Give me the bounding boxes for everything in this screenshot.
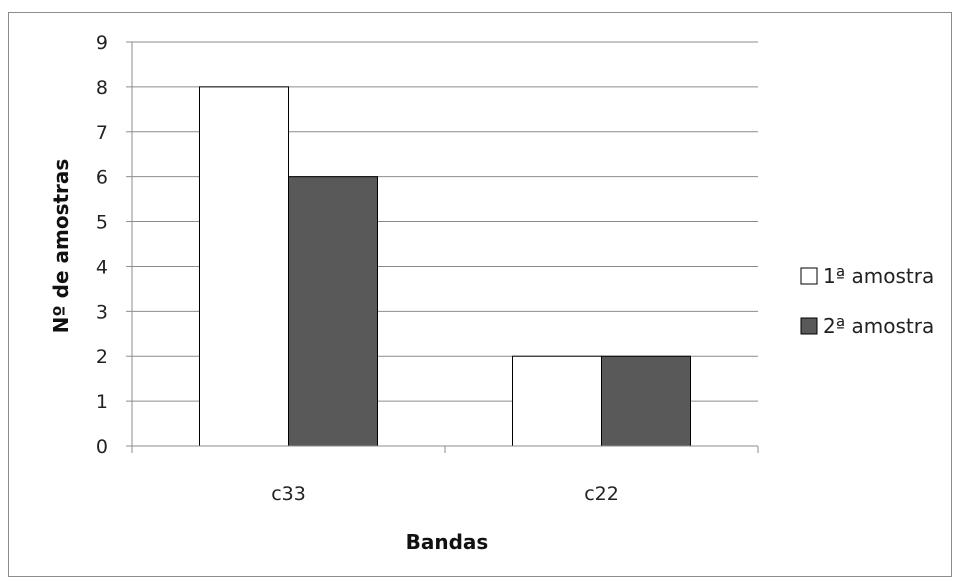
- bar-c22-series-1: [512, 355, 602, 447]
- y-tick-label: 8: [96, 77, 108, 99]
- legend-label-series-2: 2ª amostra: [823, 314, 934, 338]
- x-tick-label: c22: [584, 483, 619, 505]
- legend: 1ª amostra 2ª amostra: [800, 264, 934, 338]
- x-axis-title: Bandas: [406, 530, 489, 554]
- legend-label-series-1: 1ª amostra: [823, 264, 934, 288]
- bars: [199, 86, 691, 447]
- legend-swatch-series-2: [800, 317, 818, 335]
- y-tick-label: 5: [96, 212, 108, 234]
- y-tick-label: 6: [96, 167, 108, 189]
- y-tick-label: 9: [96, 32, 108, 54]
- bar-c33-series-1: [199, 86, 289, 447]
- y-axis-title: Nº de amostras: [49, 159, 73, 334]
- y-tick-label: 0: [96, 436, 108, 458]
- y-tick-label: 7: [96, 122, 108, 144]
- y-tick-label: 3: [96, 301, 108, 323]
- x-tick-label: c33: [271, 483, 306, 505]
- legend-swatch-series-1: [800, 267, 818, 285]
- chart-frame: [8, 12, 952, 577]
- x-tick-labels: c33 c22: [271, 483, 619, 505]
- y-tick-labels: 0 1 2 3 4 5 6 7 8 9: [96, 32, 108, 458]
- y-tick-label: 2: [96, 346, 108, 368]
- bar-c33-series-2: [288, 176, 378, 447]
- y-tick-label: 1: [96, 391, 108, 413]
- bar-c22-series-2: [601, 355, 691, 447]
- y-tick-label: 4: [96, 256, 108, 278]
- axes: [126, 41, 759, 453]
